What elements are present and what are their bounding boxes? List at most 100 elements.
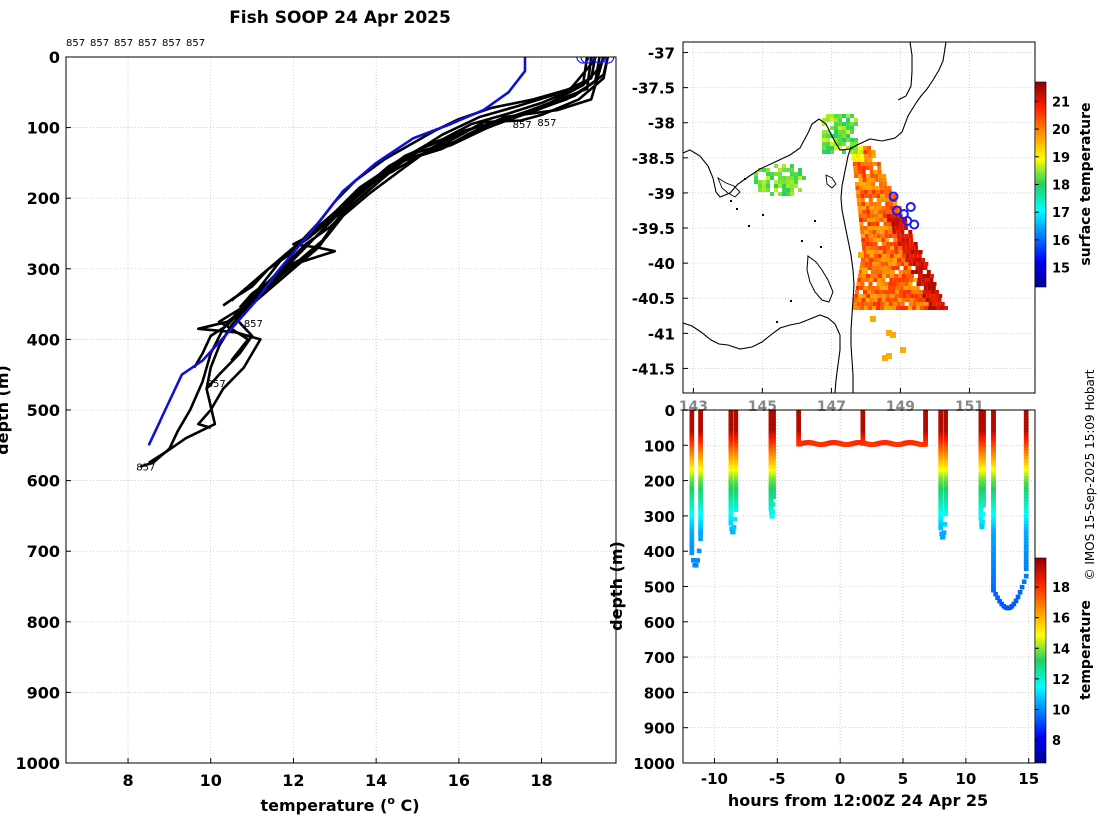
sst-cell [838,138,842,142]
sst-cell [886,294,891,298]
sst-cell [863,286,868,290]
sst-cell [907,266,912,270]
sst-cell [887,186,892,190]
sst-cell [822,130,826,134]
sst-cell [902,274,906,278]
section-x-tick-label: 10 [955,770,976,788]
sst-cell [896,230,901,234]
sst-cell [900,282,905,286]
sst-cell [915,286,920,290]
sst-cell [854,150,858,154]
sst-cell [926,294,931,298]
sst-cell [854,142,858,146]
sst-cell [855,182,859,186]
sst-cell [842,150,846,154]
sst-cell [875,286,880,290]
sst-cell [892,230,897,234]
sst-colorbar-ticks: 15 16 17 18 19 20 21 [1035,95,1070,277]
section-point [980,519,985,525]
section-point [698,536,703,542]
sst-cell [893,202,898,206]
sst-cell [766,172,770,176]
temperature-colorbar-tick-label: 18 [1052,581,1070,596]
sst-cell [852,302,857,306]
y-tick-label: 500 [27,401,60,420]
sst-cell [846,122,850,126]
sst-cell [900,230,905,234]
sst-cell [880,262,885,266]
sst-cell [888,306,892,310]
sst-cell [879,218,883,222]
sst-cell [903,286,908,290]
sst-cell [904,306,908,310]
sst-cell [870,274,874,278]
x-tick-label: 14 [365,771,387,790]
sst-cell [858,274,862,278]
sst-cell [901,242,906,246]
sst-cell [893,278,898,282]
map-y-tick-label: -37 [648,45,675,63]
section-point [728,521,734,526]
sst-cell [782,176,786,180]
section-point [995,595,1000,601]
sst-cell [859,218,863,222]
sst-cell [896,282,901,286]
sst-cell [834,146,838,150]
sst-cell [856,282,861,286]
sst-cell [882,250,887,254]
sst-cell [876,262,881,266]
sst-cell [846,138,850,142]
sst-cell [908,234,913,238]
sst-cell [822,134,826,138]
sst-cell [920,262,925,266]
drop-location-marker [888,191,899,202]
sst-cell [856,158,861,162]
sst-cell [863,150,868,154]
sst-cell [918,294,923,298]
sst-cell [902,270,907,274]
temperature-colorbar-tick-label: 12 [1052,673,1070,688]
sst-cell [897,278,902,282]
sst-cell [786,192,790,196]
sst-cell [889,258,893,262]
y-tick-label: 700 [27,542,60,561]
sst-cell [864,194,869,198]
sst-cell [850,114,854,118]
section-point [731,525,737,530]
sst-cell [923,290,927,294]
sst-cell [871,154,876,158]
sst-cell [876,306,880,310]
sst-cell [866,210,871,214]
sst-cell [882,270,887,274]
map-y-tick-label: -38.5 [632,150,675,168]
sst-cell [858,174,863,178]
sst-field [754,114,948,361]
sst-cell [918,250,923,254]
section-point [693,563,699,568]
sst-cell [882,246,887,250]
sst-cell [850,126,854,130]
sst-cell [887,266,892,270]
sst-cell [892,306,896,310]
sst-cell [882,294,887,298]
sst-cell [905,242,910,246]
temperature-profile-panel: 0 100 200 300 400 500 600 700 800 900 1000 8 10 12 14… [0,38,617,815]
section-y-tick-label: 200 [644,473,675,491]
sst-cell [758,184,762,188]
section-y-tick-label: 700 [644,649,675,667]
sst-cell [905,278,910,282]
sst-cell [904,262,909,266]
profile-line [230,57,597,302]
sst-cell [891,290,895,294]
section-point [1017,590,1023,595]
sst-cell [786,180,790,184]
sst-cell [855,186,860,190]
sst-cell [846,146,850,150]
sst-cell [873,170,878,174]
sst-cell [842,134,846,138]
sst-cell [864,230,869,234]
sst-cell [895,226,900,230]
sst-cell [880,234,885,238]
sst-cell [903,266,908,270]
sst-cell [863,146,867,150]
